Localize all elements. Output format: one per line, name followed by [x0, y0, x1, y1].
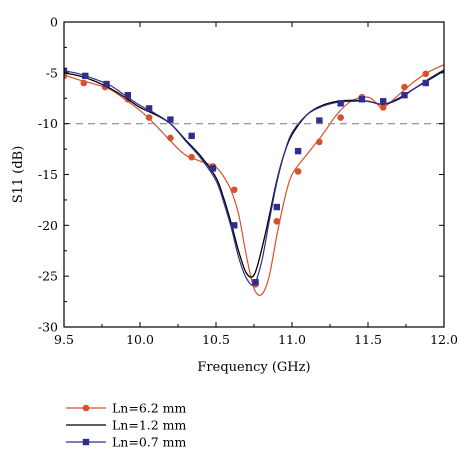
y-tick-label: -20 — [38, 218, 58, 233]
point-ln-6-2mm — [64, 72, 68, 80]
y-tick-label: -10 — [38, 116, 58, 131]
y-tick-label: 0 — [50, 15, 58, 30]
point-ln-0-7mm — [380, 98, 387, 105]
point-ln-0-7mm — [82, 72, 89, 80]
x-tick-label: 11.0 — [278, 332, 306, 347]
x-tick-label: 10.5 — [202, 332, 230, 347]
legend-label: Ln=6.2 mm — [112, 401, 187, 416]
x-tick-label: 12.0 — [430, 332, 458, 347]
y-tick-label: -30 — [38, 320, 58, 335]
x-axis-title: Frequency (GHz) — [197, 360, 310, 375]
point-ln-0-7mm — [273, 203, 280, 211]
point-ln-0-7mm — [422, 79, 429, 87]
point-ln-6-2mm — [188, 153, 195, 161]
point-ln-0-7mm — [358, 96, 366, 103]
point-ln-6-2mm — [145, 114, 153, 121]
y-axis-ticks: 0 -5 -10 -15 -20 -25 -30 — [38, 15, 444, 335]
series-ln-6-2mm — [64, 64, 444, 296]
point-ln-0-7mm — [64, 67, 68, 74]
x-axis-ticks: 9.5 10.0 10.5 11.0 11.5 12.0 — [54, 22, 458, 347]
point-ln-0-7mm — [188, 132, 195, 140]
legend-swatch-marker — [82, 404, 90, 412]
point-ln-6-2mm — [337, 114, 344, 121]
series-ln-0-7mm — [64, 67, 444, 286]
point-ln-0-7mm — [231, 222, 238, 229]
point-ln-6-2mm — [294, 168, 302, 175]
point-ln-0-7mm — [145, 105, 153, 112]
point-ln-6-2mm — [316, 138, 323, 146]
legend-label: Ln=1.2 mm — [112, 418, 187, 433]
y-tick-label: -25 — [38, 269, 58, 284]
point-ln-0-7mm — [401, 92, 408, 99]
point-ln-6-2mm — [401, 83, 408, 91]
point-ln-6-2mm — [167, 134, 174, 142]
point-ln-0-7mm — [337, 100, 344, 107]
y-tick-label: -5 — [46, 65, 58, 80]
series-line-ln-1-2mm — [64, 70, 444, 278]
legend-item-ln-0-7mm: Ln=0.7 mm — [66, 435, 187, 450]
legend-swatch-marker — [82, 438, 90, 446]
point-ln-6-2mm — [273, 217, 281, 225]
point-ln-0-7mm — [124, 92, 132, 99]
point-ln-0-7mm — [316, 117, 323, 124]
series-line-ln-0-7mm — [64, 69, 444, 286]
point-ln-0-7mm — [209, 165, 217, 172]
point-ln-0-7mm — [167, 116, 174, 123]
point-ln-6-2mm — [422, 70, 430, 78]
y-axis-title: S11 (dB) — [11, 146, 26, 204]
x-tick-label: 11.5 — [354, 332, 382, 347]
point-ln-0-7mm — [252, 279, 259, 286]
series-line-ln-6-2mm — [64, 64, 444, 296]
point-ln-6-2mm — [379, 104, 387, 111]
point-ln-6-2mm — [230, 186, 238, 194]
point-ln-0-7mm — [103, 80, 110, 88]
point-ln-0-7mm — [294, 147, 302, 155]
legend-item-ln-1-2mm: Ln=1.2 mm — [66, 418, 187, 433]
x-tick-label: 9.5 — [54, 332, 74, 347]
series-ln-1-2mm — [64, 70, 444, 278]
point-ln-6-2mm — [80, 79, 88, 87]
legend: Ln=6.2 mm Ln=1.2 mm Ln=0.7 mm — [66, 401, 187, 450]
x-tick-label: 10.0 — [126, 332, 154, 347]
legend-label: Ln=0.7 mm — [112, 435, 187, 450]
y-tick-label: -15 — [38, 167, 58, 182]
legend-item-ln-6-2mm: Ln=6.2 mm — [66, 401, 187, 416]
series-layer — [64, 64, 444, 296]
